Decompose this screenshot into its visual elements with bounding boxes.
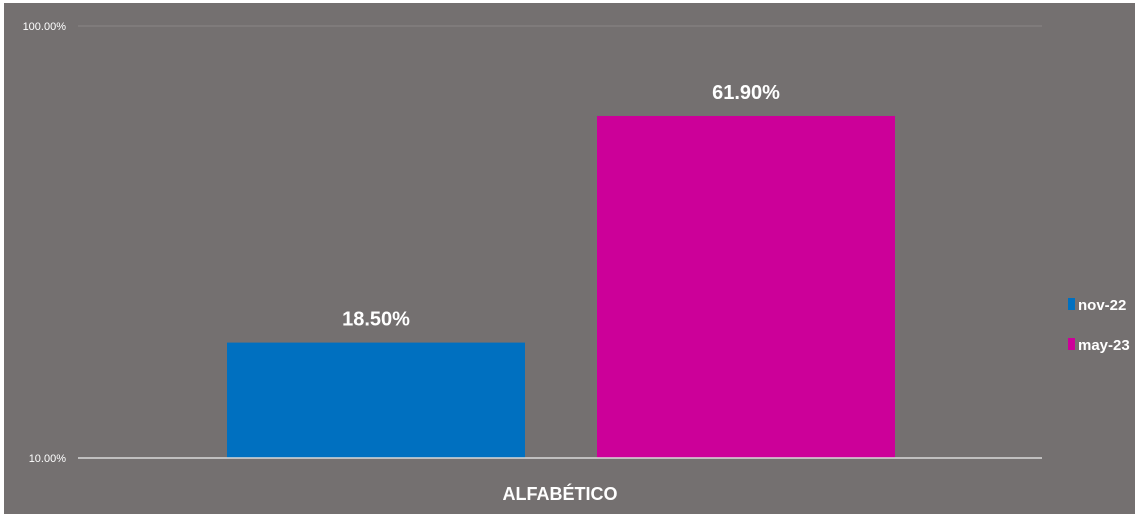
legend-swatch-nov-22	[1068, 298, 1075, 310]
legend-label-nov-22: nov-22	[1078, 297, 1126, 314]
y-axis-ticks: 10.00% 100.00%	[23, 21, 67, 465]
y-tick-label: 10.00%	[29, 453, 67, 465]
bars	[227, 115, 895, 459]
data-label-nov-22: 18.50%	[342, 309, 410, 331]
chart-background	[4, 3, 1135, 514]
data-label-may-23: 61.90%	[712, 82, 780, 104]
category-label: ALFABÉTICO	[503, 483, 618, 504]
bar-may-23	[597, 115, 895, 459]
bar-nov-22	[227, 342, 525, 458]
legend: nov-22 may-23	[1068, 297, 1130, 354]
legend-label-may-23: may-23	[1078, 337, 1130, 354]
legend-swatch-may-23	[1068, 338, 1075, 350]
data-labels: 18.50% 61.90%	[342, 82, 780, 331]
y-tick-label: 100.00%	[23, 21, 67, 33]
